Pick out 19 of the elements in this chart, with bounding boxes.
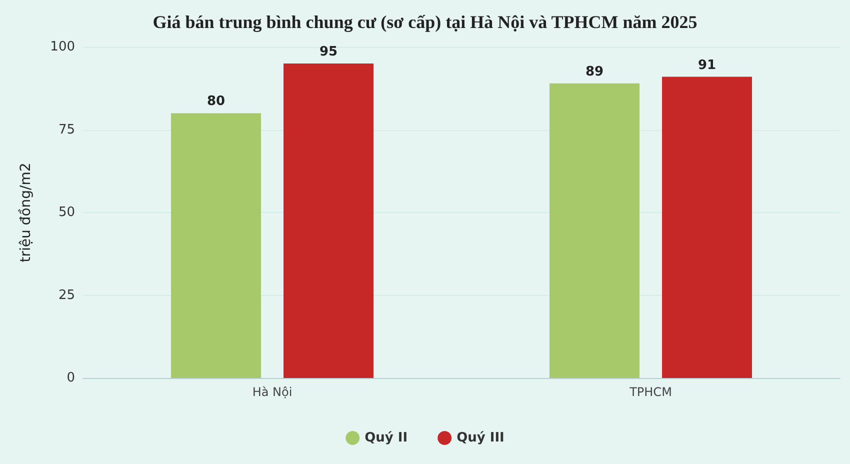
legend-label: Quý III [456, 430, 504, 446]
y-axis-title: triệu đồng/m2 [18, 162, 34, 262]
y-tick-label: 0 [66, 370, 75, 386]
bar [171, 113, 261, 378]
data-label: 91 [698, 58, 716, 73]
data-label: 95 [319, 44, 338, 60]
bar [284, 64, 374, 378]
y-tick-label: 100 [50, 40, 75, 54]
y-tick-label: 25 [58, 288, 75, 303]
bar [550, 83, 640, 378]
chart-title: Giá bán trung bình chung cư (sơ cấp) tại Hà Nội và TPHCM năm 2025 [152, 12, 698, 32]
x-tick-label: Hà Nội [252, 385, 292, 399]
data-label: 80 [206, 94, 226, 110]
data-label: 89 [585, 64, 604, 80]
bar [662, 76, 752, 378]
legend-label: Quý II [364, 430, 408, 446]
y-tick-label: 75 [58, 122, 75, 138]
x-tick-label: TPHCM [628, 385, 672, 399]
y-tick-label: 50 [58, 205, 75, 220]
